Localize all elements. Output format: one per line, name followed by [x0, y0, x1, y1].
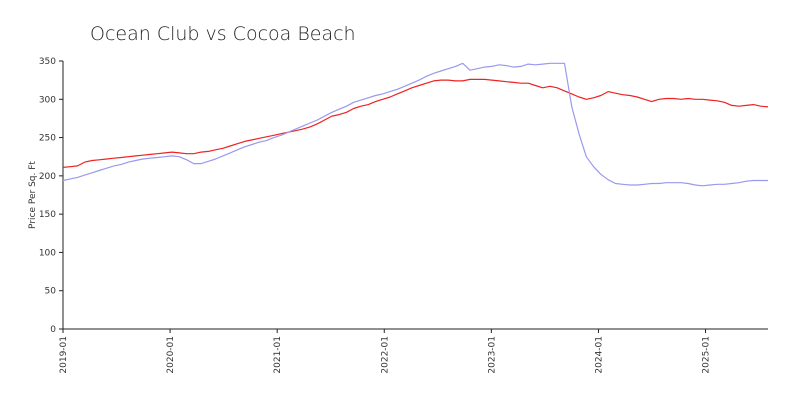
series-layer	[62, 62, 769, 187]
y-tick-label: 150	[39, 210, 56, 220]
y-tick-label: 300	[39, 95, 56, 105]
chart-title: Ocean Club vs Cocoa Beach	[90, 23, 356, 45]
x-tick-label: 2021-01	[273, 336, 283, 374]
y-tick-label: 350	[39, 57, 56, 67]
series-line-2	[62, 62, 768, 187]
x-axis-ticks: 2019-01 2020-01 2021-01 2022-01 2023-01 2024-…	[59, 329, 712, 374]
x-tick-label: 2022-01	[380, 336, 390, 374]
x-tick-label: 2020-01	[166, 336, 176, 374]
x-tick-label: 2025-01	[702, 336, 712, 374]
series-line-1	[62, 78, 769, 168]
y-axis-ticks: 0 50 100 150 200 250 300 350	[39, 57, 63, 335]
y-axis-title: Price Per Sq. Ft	[28, 161, 38, 229]
x-tick-label: 2023-01	[487, 336, 497, 374]
y-tick-label: 200	[39, 172, 56, 182]
y-tick-label: 250	[39, 134, 56, 144]
y-tick-label: 100	[39, 248, 56, 258]
x-tick-label: 2024-01	[594, 336, 604, 374]
x-tick-label: 2019-01	[59, 336, 69, 374]
y-tick-label: 50	[45, 287, 57, 297]
y-tick-label: 0	[50, 325, 56, 335]
